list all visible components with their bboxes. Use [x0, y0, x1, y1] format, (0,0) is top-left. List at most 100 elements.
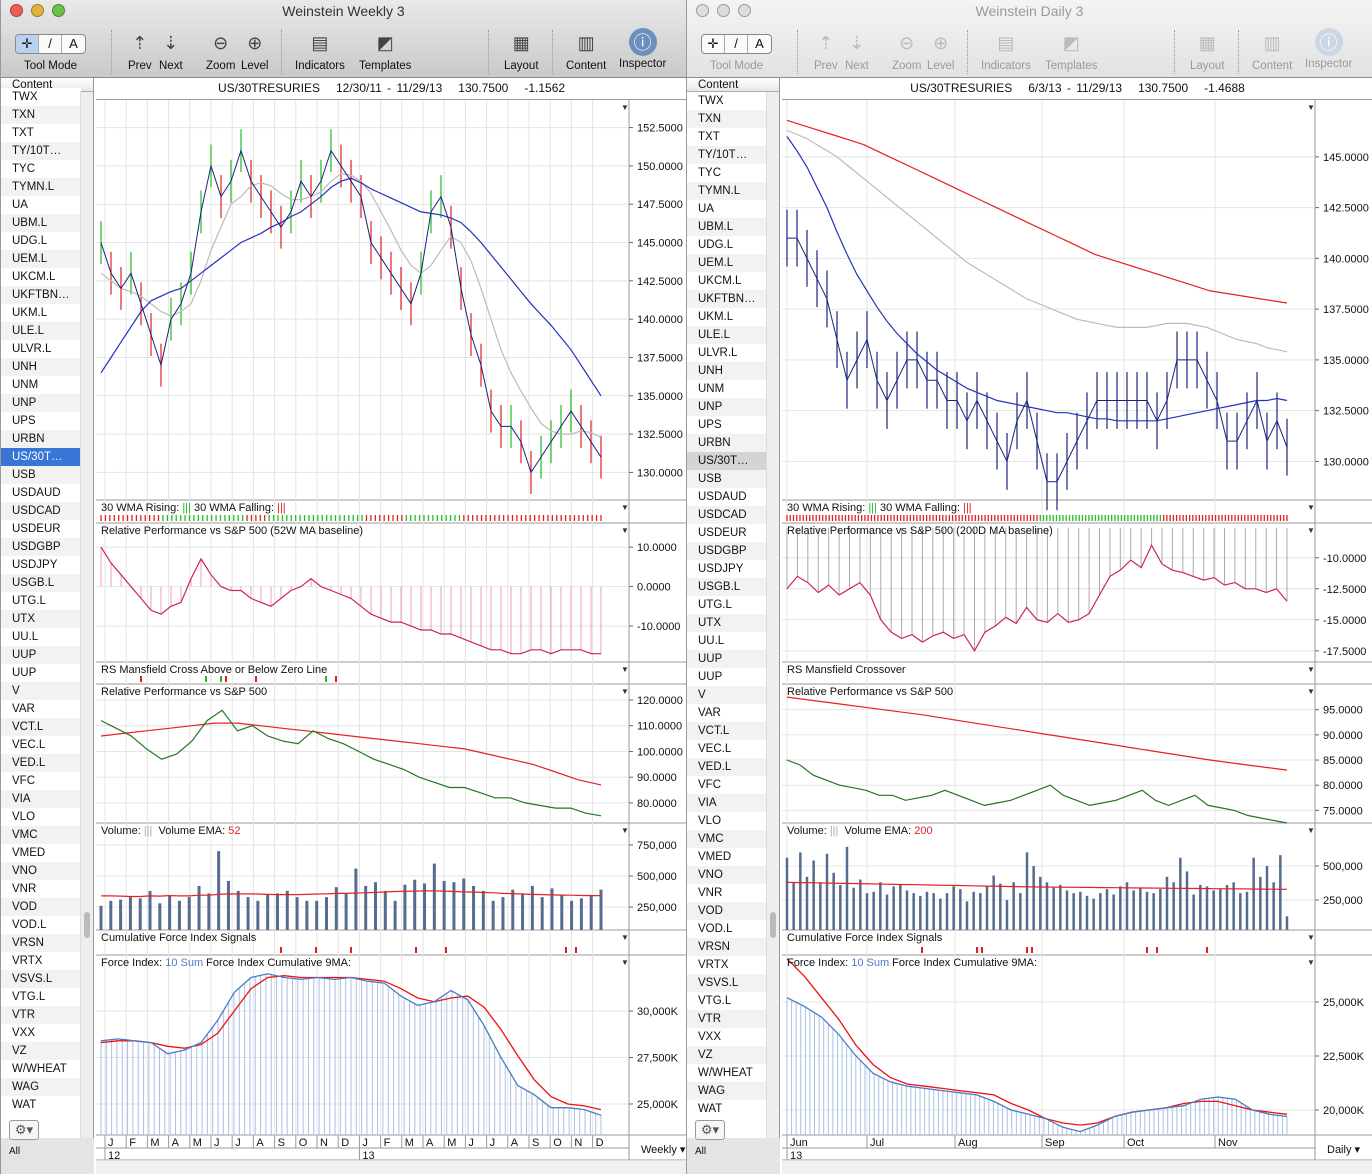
symbol-list-item[interactable]: UNM: [1, 376, 81, 394]
symbol-list-item[interactable]: UNM: [687, 380, 767, 398]
symbol-list-item[interactable]: VNO: [1, 862, 81, 880]
panel-menu-icon[interactable]: ▼: [621, 103, 629, 112]
symbol-list-item[interactable]: UNH: [687, 362, 767, 380]
minimize-window-button[interactable]: [31, 4, 44, 17]
panel-menu-icon[interactable]: ▼: [621, 503, 629, 512]
force-panel-title[interactable]: Force Index: 10 Sum Force Index Cumulati…: [101, 957, 360, 969]
symbol-list-item[interactable]: VOD: [1, 898, 81, 916]
templates-button[interactable]: ◩ Templates: [359, 28, 411, 73]
symbol-list-item[interactable]: VNO: [687, 866, 767, 884]
close-window-button[interactable]: [696, 4, 709, 17]
period-selector[interactable]: Daily ▾: [1327, 1143, 1360, 1156]
level-button[interactable]: ⊕ Level: [241, 28, 269, 73]
symbol-list-item[interactable]: UKCM.L: [687, 272, 767, 290]
symbol-list-item[interactable]: UBM.L: [687, 218, 767, 236]
symbol-list-item[interactable]: VLO: [1, 808, 81, 826]
symbol-list-item[interactable]: VRTX: [687, 956, 767, 974]
symbol-list-item[interactable]: USDCAD: [687, 506, 767, 524]
symbol-list-item[interactable]: VMC: [687, 830, 767, 848]
volume-panel-title[interactable]: Volume: ||| Volume EMA: 200: [787, 825, 933, 837]
symbol-list-item[interactable]: UKM.L: [1, 304, 81, 322]
symbol-list-item[interactable]: VEC.L: [687, 740, 767, 758]
symbol-list-item[interactable]: VTG.L: [1, 988, 81, 1006]
panel-menu-icon[interactable]: ▼: [1307, 665, 1315, 674]
sidebar-scrollbar[interactable]: [766, 92, 779, 1138]
zoom-button[interactable]: ⊖ Zoom: [206, 28, 235, 73]
prev-button[interactable]: ⇡ Prev: [128, 28, 152, 73]
symbol-list-item[interactable]: VMED: [687, 848, 767, 866]
symbol-list-item[interactable]: USDEUR: [687, 524, 767, 542]
symbol-list-item[interactable]: W/WHEAT: [1, 1060, 81, 1078]
symbol-list-item[interactable]: TXN: [687, 110, 767, 128]
minimize-window-button[interactable]: [717, 4, 730, 17]
wma-panel-title[interactable]: 30 WMA Rising: ||| 30 WMA Falling: |||: [787, 502, 972, 514]
symbol-list-item[interactable]: UUP: [1, 646, 81, 664]
rsm-panel-title[interactable]: RS Mansfield Crossover: [787, 664, 906, 676]
symbol-list-item[interactable]: UEM.L: [687, 254, 767, 272]
symbol-list-item[interactable]: UKCM.L: [1, 268, 81, 286]
symbol-list-item[interactable]: VOD.L: [1, 916, 81, 934]
symbol-list-item[interactable]: VSVS.L: [1, 970, 81, 988]
indicators-button[interactable]: ▤ Indicators: [295, 28, 345, 73]
panel-menu-icon[interactable]: ▼: [1307, 826, 1315, 835]
symbol-list-item[interactable]: VNR: [1, 880, 81, 898]
force-panel-title[interactable]: Force Index: 10 Sum Force Index Cumulati…: [787, 957, 1046, 969]
symbol-list-item[interactable]: VAR: [687, 704, 767, 722]
tool-text-button[interactable]: A: [755, 36, 764, 51]
period-selector[interactable]: Weekly ▾: [641, 1143, 685, 1156]
symbol-list-item[interactable]: VTG.L: [687, 992, 767, 1010]
next-button[interactable]: ⇣ Next: [845, 28, 869, 73]
gear-menu-button[interactable]: ⚙▾: [9, 1120, 39, 1140]
symbol-list-item[interactable]: VSVS.L: [687, 974, 767, 992]
tool-text-button[interactable]: A: [69, 36, 78, 51]
symbol-list-item[interactable]: TY/10T…: [1, 142, 81, 160]
symbol-list-item[interactable]: ULVR.L: [1, 340, 81, 358]
symbol-list-item[interactable]: UA: [1, 196, 81, 214]
panel-menu-icon[interactable]: ▼: [1307, 503, 1315, 512]
symbol-list-item[interactable]: VLO: [687, 812, 767, 830]
symbol-list-item[interactable]: UA: [687, 200, 767, 218]
symbol-list-item[interactable]: VED.L: [687, 758, 767, 776]
symbol-list-item[interactable]: VEC.L: [1, 736, 81, 754]
symbol-list-item[interactable]: USB: [1, 466, 81, 484]
symbol-list-item[interactable]: TYMN.L: [1, 178, 81, 196]
symbol-list-item[interactable]: UEM.L: [1, 250, 81, 268]
symbol-list-item[interactable]: VNR: [687, 884, 767, 902]
symbol-list-item[interactable]: TXT: [687, 128, 767, 146]
symbol-list-item[interactable]: USDJPY: [687, 560, 767, 578]
cfi-panel-title[interactable]: Cumulative Force Index Signals: [101, 932, 256, 944]
symbol-list-item[interactable]: UUP: [1, 664, 81, 682]
symbol-list-item[interactable]: US/30T…: [687, 452, 767, 470]
symbol-list-item[interactable]: VAR: [1, 700, 81, 718]
symbol-list-item[interactable]: VED.L: [1, 754, 81, 772]
panel-menu-icon[interactable]: ▼: [621, 526, 629, 535]
symbol-list-item[interactable]: USB: [687, 470, 767, 488]
symbol-list-item[interactable]: ULE.L: [687, 326, 767, 344]
horizontal-scrollbar[interactable]: [96, 1160, 686, 1174]
symbol-list-item[interactable]: UTG.L: [1, 592, 81, 610]
panel-menu-icon[interactable]: ▼: [621, 826, 629, 835]
symbol-list-item[interactable]: USGB.L: [1, 574, 81, 592]
symbol-list-item[interactable]: UNP: [687, 398, 767, 416]
panel-menu-icon[interactable]: ▼: [1307, 103, 1315, 112]
chart-area[interactable]: US/30TRESURIES 6/3/13 - 11/29/13 130.7500 -…: [782, 78, 1372, 1174]
symbol-list-item[interactable]: VZ: [1, 1042, 81, 1060]
symbol-list-item[interactable]: TXN: [1, 106, 81, 124]
symbol-list-item[interactable]: UPS: [687, 416, 767, 434]
zoom-window-button[interactable]: [52, 4, 65, 17]
symbol-list-item[interactable]: VCT.L: [687, 722, 767, 740]
symbol-list-item[interactable]: USDAUD: [687, 488, 767, 506]
symbol-list-item[interactable]: W/WHEAT: [687, 1064, 767, 1082]
symbol-list-item[interactable]: TYC: [687, 164, 767, 182]
symbol-list-item[interactable]: USDCAD: [1, 502, 81, 520]
symbol-list-item[interactable]: UUP: [687, 668, 767, 686]
panel-menu-icon[interactable]: ▼: [1307, 933, 1315, 942]
symbol-list-item[interactable]: VIA: [1, 790, 81, 808]
symbol-list-item[interactable]: UUP: [687, 650, 767, 668]
zoom-window-button[interactable]: [738, 4, 751, 17]
tool-line-button[interactable]: /: [39, 35, 62, 53]
symbol-list-item[interactable]: UTX: [687, 614, 767, 632]
symbol-list-item[interactable]: USDEUR: [1, 520, 81, 538]
symbol-list-item[interactable]: UNP: [1, 394, 81, 412]
sidebar-scrollbar[interactable]: [80, 92, 93, 1138]
